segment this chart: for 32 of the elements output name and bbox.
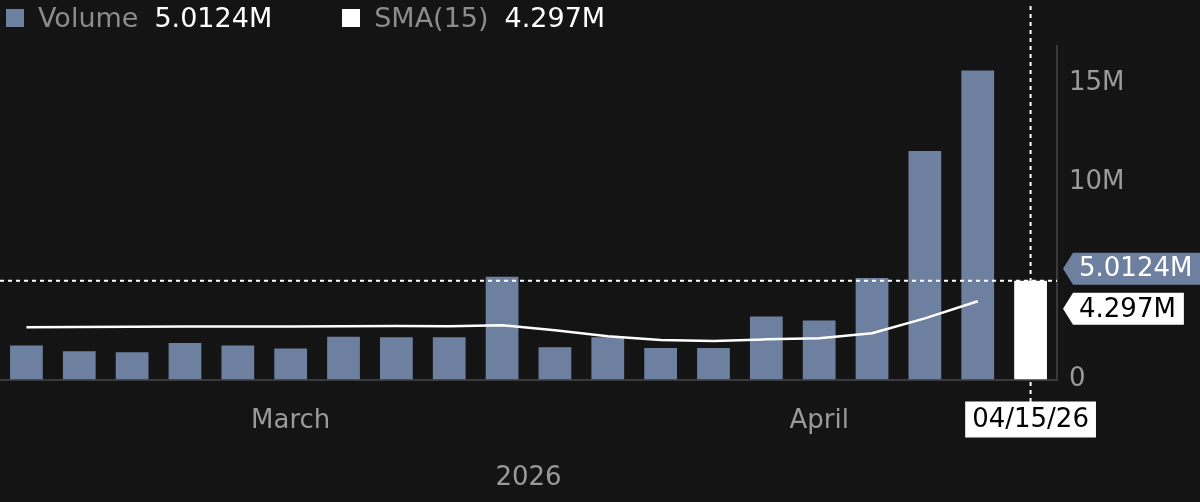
bar [62, 351, 96, 380]
bar [961, 70, 995, 380]
bar [802, 320, 836, 380]
y-tick-label: 10M [1069, 164, 1125, 195]
bar [274, 348, 308, 380]
text: 4.297M [504, 2, 606, 33]
bar [432, 337, 466, 380]
bar [115, 352, 149, 380]
x-axis-title: 2026 [495, 461, 562, 492]
y-tick-label: 0 [1069, 362, 1086, 393]
bar [10, 345, 43, 380]
bar [379, 337, 413, 380]
ref-line-label: 5.0124M [1079, 252, 1193, 283]
x-tick-label: April [789, 403, 849, 434]
x-tick-label: March [251, 403, 331, 434]
bar [855, 277, 889, 380]
x-tick-label: 04/15/26 [972, 403, 1089, 434]
legend-label: SMA(15) [374, 2, 489, 33]
bar [327, 336, 360, 380]
legend-label: Volume [38, 2, 139, 33]
bar [749, 316, 783, 380]
annotation: 4.297M [1079, 292, 1176, 323]
bar [485, 276, 519, 380]
bar [168, 342, 202, 380]
bar [221, 345, 255, 380]
bar [538, 347, 572, 380]
bar [644, 348, 678, 380]
bar [591, 337, 625, 380]
text: 5.0124M [154, 2, 273, 33]
bar [697, 348, 730, 380]
bar [908, 151, 942, 380]
y-tick-label: 15M [1069, 66, 1125, 97]
